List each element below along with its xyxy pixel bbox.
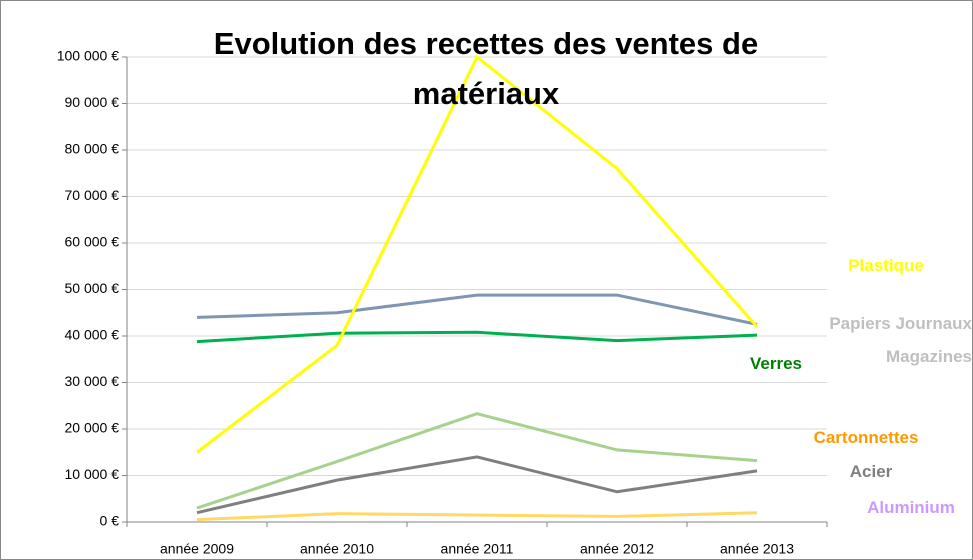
y-tick-label: 70 000 €	[65, 187, 120, 203]
x-tick-label: année 2011	[441, 541, 514, 557]
series-line	[196, 455, 758, 515]
y-tick-label: 40 000 €	[65, 327, 120, 343]
series-label: Acier	[849, 462, 893, 481]
x-tick-label: année 2012	[580, 541, 654, 557]
series-line	[196, 511, 758, 522]
series-line	[196, 293, 758, 326]
series-line	[196, 330, 758, 344]
series-label: Verres	[750, 354, 802, 373]
series-line	[196, 412, 758, 510]
y-tick-label: 50 000 €	[65, 280, 120, 296]
chart-title: Evolution des recettes des ventes de mat…	[213, 26, 759, 111]
series-label: Plastique	[848, 256, 924, 275]
y-tick-label: 60 000 €	[65, 234, 120, 250]
y-tick-label: 20 000 €	[65, 420, 120, 436]
y-tick-label: 90 000 €	[65, 94, 120, 110]
y-tick-label: 30 000 €	[65, 373, 120, 389]
series-line	[196, 54, 759, 454]
x-tick-label: année 2013	[720, 541, 794, 557]
x-tick-label: année 2010	[300, 541, 374, 557]
series-label: Cartonnettes	[813, 428, 919, 447]
x-tick-label: année 2009	[160, 541, 234, 557]
series-label: Papiers Journaux Magazines	[829, 314, 972, 366]
series-label: Aluminium	[867, 498, 955, 517]
y-tick-label: 10 000 €	[65, 466, 120, 482]
y-tick-label: 0 €	[100, 513, 120, 529]
y-tick-label: 80 000 €	[65, 141, 120, 157]
y-tick-label: 100 000 €	[57, 48, 119, 64]
